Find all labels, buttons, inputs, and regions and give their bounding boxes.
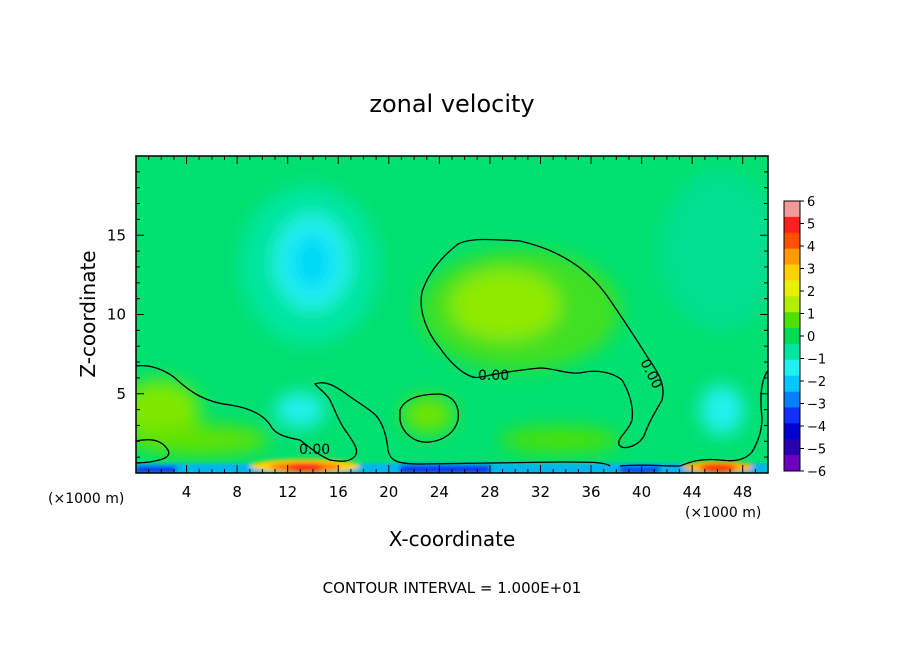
colorbar-swatch [784, 296, 800, 313]
neg-blob-right [700, 385, 744, 435]
pos-strip-right [500, 428, 620, 452]
neg-region-inner [292, 234, 332, 290]
colorbar-tick-label: 3 [807, 263, 815, 278]
x-tick-label: 48 [733, 483, 752, 501]
x-tick-label: 12 [278, 483, 297, 501]
colorbar-swatch [784, 455, 800, 472]
colorbar-swatch [784, 201, 800, 218]
colorbar-swatch [784, 312, 800, 329]
colorbar-tick-label: −2 [807, 375, 826, 390]
colorbar-swatch [784, 375, 800, 393]
colorbar-tick-label: 2 [807, 285, 815, 300]
heatmap-field: 0.00 0.00 0.00 [136, 156, 768, 473]
surface-pos-red [287, 464, 323, 472]
x-tick-label: 4 [182, 483, 192, 501]
surface-pos-right-red [700, 464, 736, 472]
colorbar-tick-label: 4 [807, 240, 815, 255]
colorbar-swatch [784, 359, 800, 377]
contour-interval-text: CONTOUR INTERVAL = 1.000E+01 [323, 579, 582, 597]
contour-left-lower [136, 439, 170, 464]
colorbar-tick-label: −3 [807, 398, 826, 413]
chart-title: zonal velocity [369, 90, 534, 118]
colorbar-swatch [784, 391, 800, 408]
y-tick-label: 15 [107, 226, 126, 244]
pos-strip-low [136, 425, 270, 455]
contour-mid-blob [399, 393, 460, 443]
neg-blob-low [275, 392, 325, 428]
x-tick-label: 32 [531, 483, 550, 501]
contour-right-edge [679, 369, 768, 467]
y-axis-label: Z-coordinate [76, 250, 100, 377]
colorbar-tick-label: −6 [807, 465, 826, 480]
colorbar-tick-label: −5 [807, 443, 826, 458]
contour-left-region [136, 364, 611, 467]
x-unit-label-left: (×1000 m) [48, 491, 124, 507]
x-unit-label-right: (×1000 m) [685, 505, 761, 521]
x-tick-label: 40 [632, 483, 651, 501]
colorbar-tick-label: 5 [807, 218, 815, 233]
surface-neg-left [136, 466, 176, 473]
colorbar-swatch [784, 264, 800, 281]
surface-strong-neg [400, 465, 490, 473]
colorbar-swatch [784, 407, 800, 424]
colorbar-swatch [784, 423, 800, 440]
contour-label-1: 0.00 [478, 368, 509, 384]
contour-surface-right [619, 464, 681, 467]
x-tick-label: 16 [329, 483, 348, 501]
contour-label-2: 0.00 [299, 442, 330, 458]
colorbar-tick-label: 1 [807, 308, 815, 323]
colorbar-swatch [784, 343, 800, 361]
colorbar-tick-label: −4 [807, 420, 826, 435]
surface-strong-neg-2 [620, 466, 660, 473]
x-axis-label: X-coordinate [389, 527, 516, 551]
colorbar-swatch [784, 232, 800, 250]
y-axis-ticks: 5 10 15 [107, 155, 768, 474]
zero-contours [136, 238, 768, 467]
colorbar-tick-label: 6 [807, 195, 815, 210]
x-tick-label: 24 [430, 483, 449, 501]
pos-blob-mid [402, 397, 454, 433]
colorbar-tick-label: 0 [807, 330, 815, 345]
y-tick-label: 10 [107, 306, 126, 324]
x-tick-label: 36 [581, 483, 600, 501]
contour-upper-loop [420, 238, 664, 449]
x-tick-label: 8 [232, 483, 242, 501]
colorbar-swatch [784, 216, 800, 234]
colorbar-swatch [784, 328, 800, 345]
y-tick-label: 5 [116, 385, 126, 403]
colorbar-swatch [784, 280, 800, 297]
pos-region-left [136, 380, 200, 440]
colorbar: 6 5 4 3 2 1 0 −1 −2 −3 −4 −5 −6 [783, 195, 826, 480]
colorbar-swatch [784, 248, 800, 266]
x-tick-label: 44 [683, 483, 702, 501]
colorbar-tick-label: −1 [807, 353, 826, 368]
neg-upper-right [660, 170, 768, 330]
x-axis-ticks: 4 8 12 16 20 24 28 32 36 40 44 48 [135, 156, 769, 501]
x-tick-label: 20 [379, 483, 398, 501]
colorbar-swatch [784, 439, 800, 456]
pos-region-inner [450, 270, 560, 340]
x-tick-label: 28 [480, 483, 499, 501]
